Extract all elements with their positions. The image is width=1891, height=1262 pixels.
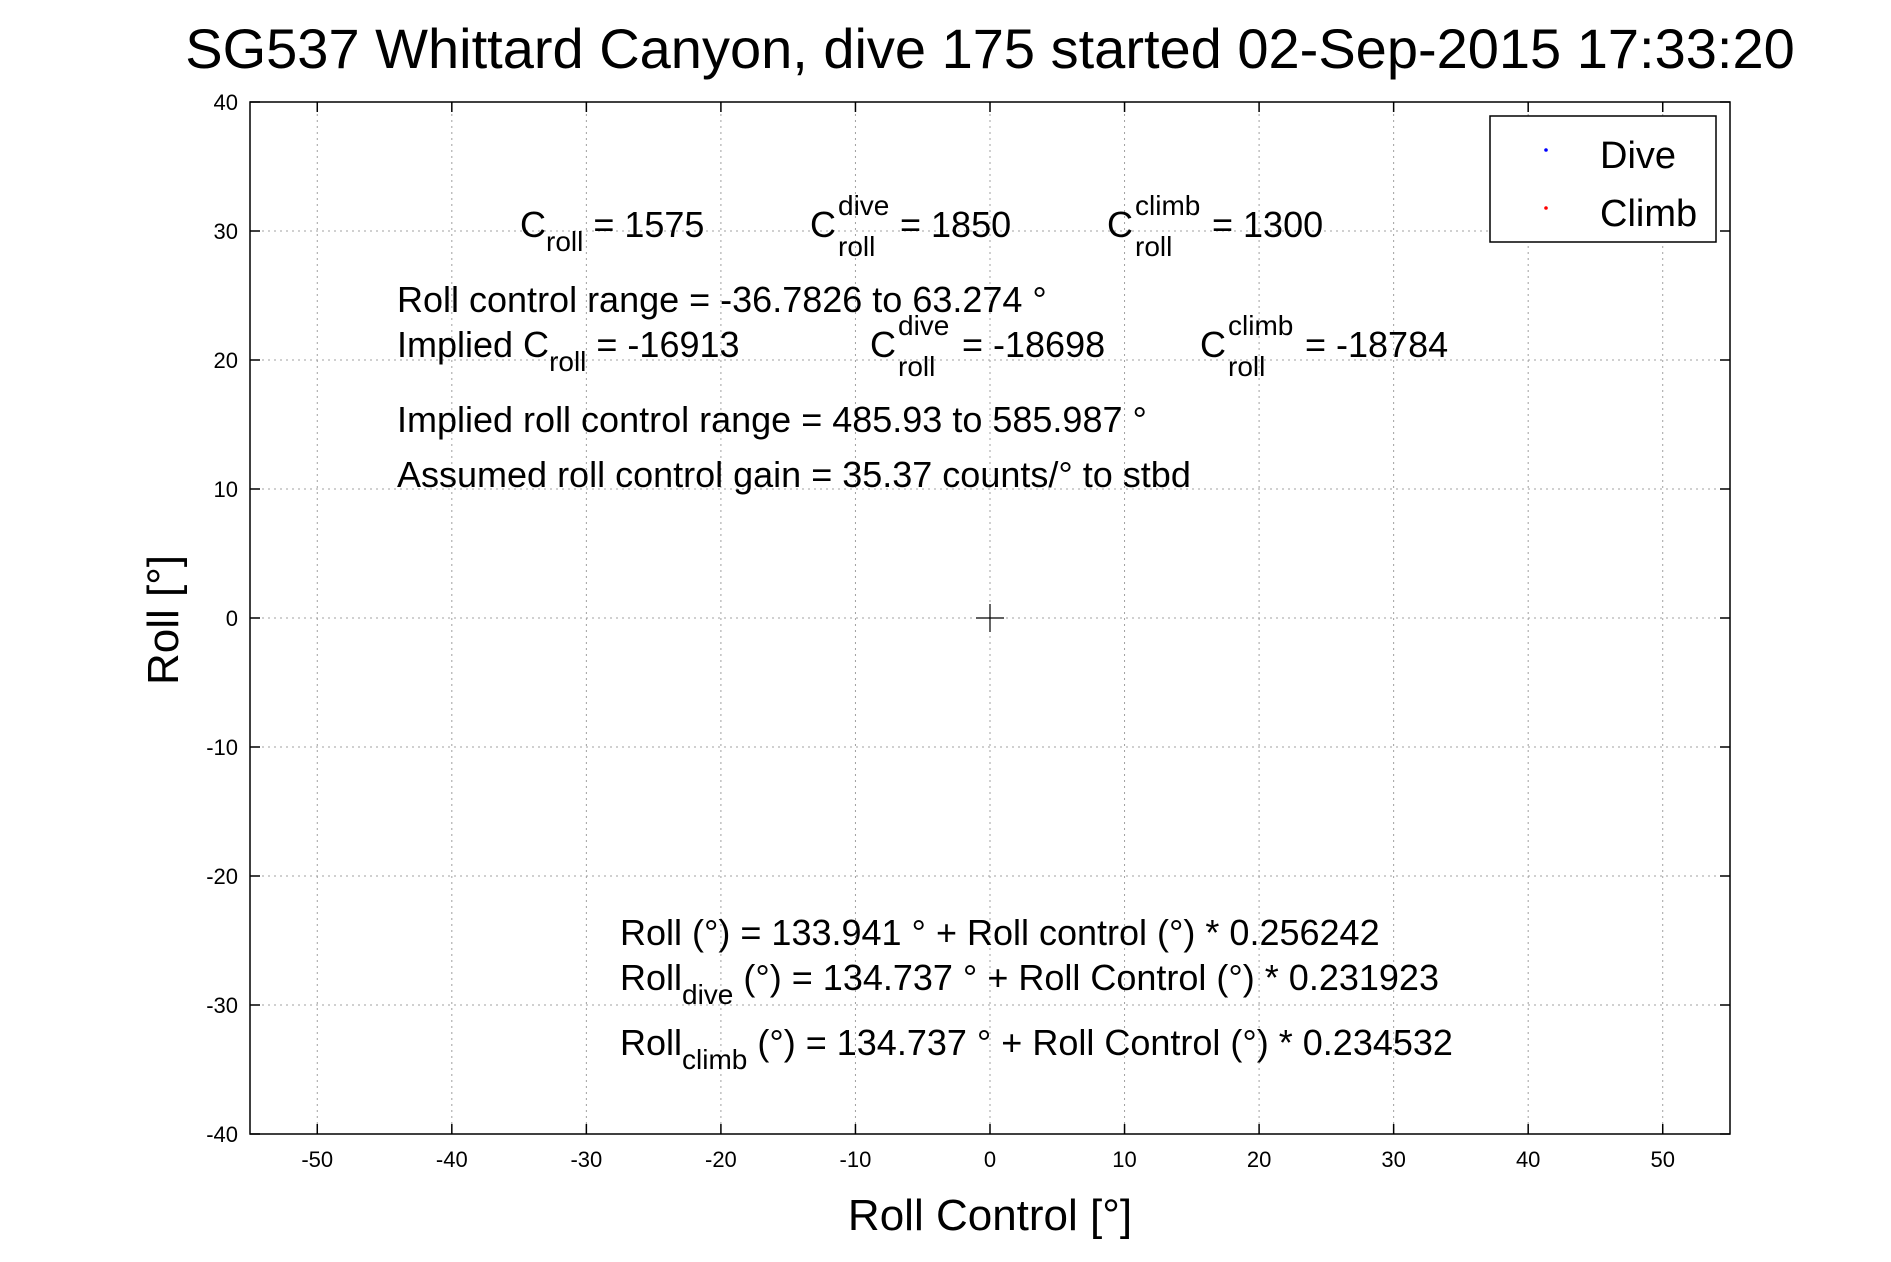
x-tick-label: -20 <box>705 1147 737 1172</box>
y-tick-label: 0 <box>226 606 238 631</box>
svg-text:= 1300: = 1300 <box>1212 204 1323 245</box>
svg-text:roll: roll <box>1135 231 1172 262</box>
svg-text:roll: roll <box>838 231 875 262</box>
svg-text:climb: climb <box>1228 310 1293 341</box>
x-tick-label: 50 <box>1650 1147 1674 1172</box>
annotation-c-roll: Croll = 1575 <box>520 204 704 257</box>
svg-text:dive: dive <box>898 310 949 341</box>
y-axis-label: Roll [°] <box>139 555 188 685</box>
legend-box <box>1489 115 1717 243</box>
annotation-implied-c-roll-climb: C climb roll = -18784 <box>1200 310 1448 382</box>
annotation-implied-range: Implied roll control range = 485.93 to 5… <box>397 399 1147 440</box>
y-tick-label: -40 <box>206 1122 238 1147</box>
annotation-fit-climb: Rollclimb (°) = 134.737 ° + Roll Control… <box>620 1022 1453 1075</box>
y-tick-label: -20 <box>206 864 238 889</box>
center-plus-marker <box>976 604 1004 632</box>
annotation-fit-dive: Rolldive (°) = 134.737 ° + Roll Control … <box>620 957 1439 1010</box>
y-tick-label: 20 <box>214 348 238 373</box>
x-tick-label: -50 <box>301 1147 333 1172</box>
x-tick-label: 20 <box>1247 1147 1271 1172</box>
x-axis-label: Roll Control [°] <box>848 1191 1132 1240</box>
x-tick-label: -30 <box>570 1147 602 1172</box>
annotation-fit-all: Roll (°) = 133.941 ° + Roll control (°) … <box>620 912 1380 953</box>
legend-label-dive: Dive <box>1600 135 1676 177</box>
x-tick-label: -10 <box>840 1147 872 1172</box>
y-tick-label: -10 <box>206 735 238 760</box>
y-tick-label: 10 <box>214 477 238 502</box>
x-tick-label: 0 <box>984 1147 996 1172</box>
x-tick-label: 10 <box>1112 1147 1136 1172</box>
legend: Dive Climb <box>1489 115 1717 243</box>
axis-ticks <box>250 101 1730 1135</box>
svg-text:C: C <box>1200 324 1226 365</box>
annotation-c-roll-dive: C dive roll = 1850 <box>810 190 1011 262</box>
annotation-implied-c-roll-dive: C dive roll = -18698 <box>870 310 1105 382</box>
chart-title: SG537 Whittard Canyon, dive 175 started … <box>185 17 1794 80</box>
svg-text:C: C <box>810 204 836 245</box>
x-tick-label: 30 <box>1381 1147 1405 1172</box>
x-tick-labels: -50 -40 -30 -20 -10 0 10 20 30 40 50 <box>301 1147 1675 1172</box>
legend-marker-climb <box>1544 206 1548 210</box>
annotation-roll-control-range: Roll control range = -36.7826 to 63.274 … <box>397 279 1047 320</box>
legend-label-climb: Climb <box>1600 193 1697 235</box>
y-tick-label: 40 <box>214 90 238 115</box>
svg-text:= -18784: = -18784 <box>1305 324 1448 365</box>
y-tick-labels: -40 -30 -20 -10 0 10 20 30 40 <box>206 90 238 1147</box>
x-tick-label: -40 <box>436 1147 468 1172</box>
x-tick-label: 40 <box>1516 1147 1540 1172</box>
svg-text:dive: dive <box>838 190 889 221</box>
annotation-implied-c-roll: Implied Croll = -16913 <box>397 324 740 377</box>
svg-text:= 1850: = 1850 <box>900 204 1011 245</box>
annotation-assumed-gain: Assumed roll control gain = 35.37 counts… <box>397 454 1191 495</box>
legend-marker-dive <box>1544 148 1548 152</box>
svg-text:roll: roll <box>898 351 935 382</box>
y-tick-label: 30 <box>214 219 238 244</box>
svg-text:roll: roll <box>1228 351 1265 382</box>
svg-text:climb: climb <box>1135 190 1200 221</box>
y-tick-label: -30 <box>206 993 238 1018</box>
annotation-c-roll-climb: C climb roll = 1300 <box>1107 190 1323 262</box>
svg-text:C: C <box>870 324 896 365</box>
svg-text:C: C <box>1107 204 1133 245</box>
svg-text:= -18698: = -18698 <box>962 324 1105 365</box>
